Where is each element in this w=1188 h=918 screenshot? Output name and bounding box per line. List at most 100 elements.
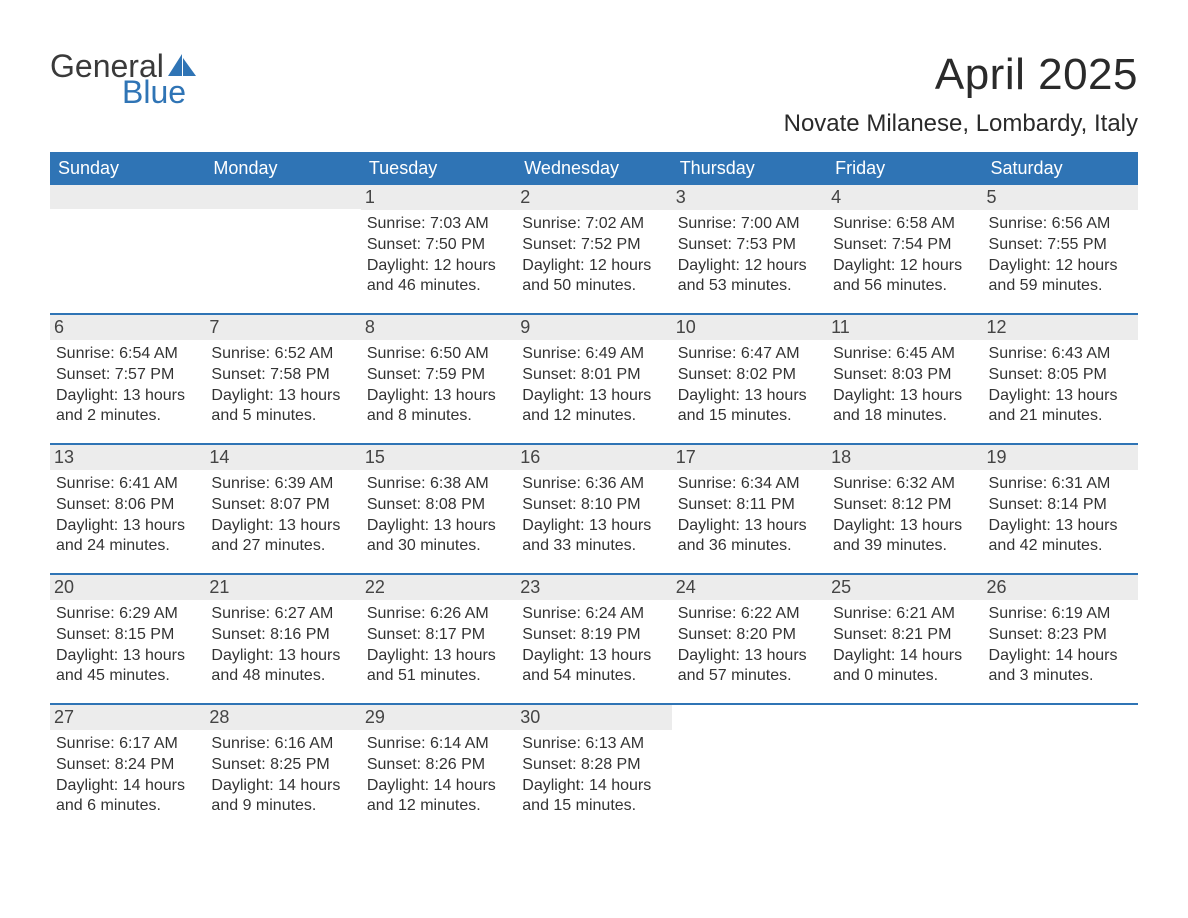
- day-number: 7: [205, 315, 360, 340]
- day-details: Sunrise: 6:58 AMSunset: 7:54 PMDaylight:…: [831, 214, 978, 297]
- sunrise-line: Sunrise: 6:19 AM: [989, 604, 1134, 625]
- daylight-line: Daylight: 13 hours and 57 minutes.: [678, 646, 823, 688]
- day-cell: 29 Sunrise: 6:14 AMSunset: 8:26 PMDayligh…: [361, 705, 516, 833]
- sunrise-line: Sunrise: 6:54 AM: [56, 344, 201, 365]
- day-details: Sunrise: 6:47 AMSunset: 8:02 PMDaylight:…: [676, 344, 823, 427]
- location-label: Novate Milanese, Lombardy, Italy: [784, 110, 1138, 138]
- daylight-line: Daylight: 13 hours and 21 minutes.: [989, 386, 1134, 428]
- day-cell: [983, 705, 1138, 833]
- sunrise-line: Sunrise: 7:02 AM: [522, 214, 667, 235]
- sunrise-line: Sunrise: 6:58 AM: [833, 214, 978, 235]
- day-details: Sunrise: 6:52 AMSunset: 7:58 PMDaylight:…: [209, 344, 356, 427]
- daylight-line: Daylight: 12 hours and 46 minutes.: [367, 256, 512, 298]
- day-cell: 28Sunrise: 6:16 AMSunset: 8:25 PMDayligh…: [205, 705, 360, 833]
- sunset-line: Sunset: 7:59 PM: [367, 365, 512, 386]
- sail-icon: [168, 54, 196, 76]
- sunset-line: Sunset: 8:02 PM: [678, 365, 823, 386]
- daylight-line: Daylight: 13 hours and 5 minutes.: [211, 386, 356, 428]
- daylight-line: Daylight: 12 hours and 53 minutes.: [678, 256, 823, 298]
- sunset-line: Sunset: 8:21 PM: [833, 625, 978, 646]
- day-cell: [50, 185, 205, 313]
- day-details: Sunrise: 7:02 AMSunset: 7:52 PMDaylight:…: [520, 214, 667, 297]
- day-header: Saturday: [983, 152, 1138, 185]
- daylight-line: Daylight: 13 hours and 2 minutes.: [56, 386, 201, 428]
- daylight-line: Daylight: 13 hours and 30 minutes.: [367, 516, 512, 558]
- week-row: 13Sunrise: 6:41 AMSunset: 8:06 PMDayligh…: [50, 443, 1138, 573]
- sunrise-line: Sunrise: 6:17 AM: [56, 734, 201, 755]
- day-details: Sunrise: 6:56 AMSunset: 7:55 PMDaylight:…: [987, 214, 1134, 297]
- day-number: 3: [672, 185, 827, 210]
- sunset-line: Sunset: 8:17 PM: [367, 625, 512, 646]
- day-cell: 23Sunrise: 6:24 AMSunset: 8:19 PMDayligh…: [516, 575, 671, 703]
- day-number: 9: [516, 315, 671, 340]
- sunrise-line: Sunrise: 6:22 AM: [678, 604, 823, 625]
- sunrise-line: Sunrise: 6:31 AM: [989, 474, 1134, 495]
- sunrise-line: Sunrise: 6:32 AM: [833, 474, 978, 495]
- sunrise-line: Sunrise: 6:43 AM: [989, 344, 1134, 365]
- day-details: Sunrise: 6:16 AMSunset: 8:25 PMDaylight:…: [209, 734, 356, 817]
- daylight-line: Daylight: 14 hours and 15 minutes.: [522, 776, 667, 818]
- sunrise-line: Sunrise: 6:34 AM: [678, 474, 823, 495]
- day-number: 4: [827, 185, 982, 210]
- day-cell: 22Sunrise: 6:26 AMSunset: 8:17 PMDayligh…: [361, 575, 516, 703]
- day-number: 16: [516, 445, 671, 470]
- weeks-container: 1Sunrise: 7:03 AMSunset: 7:50 PMDaylight…: [50, 185, 1138, 833]
- day-number: 30: [516, 705, 671, 730]
- sunrise-line: Sunrise: 6:29 AM: [56, 604, 201, 625]
- day-details: Sunrise: 6:49 AMSunset: 8:01 PMDaylight:…: [520, 344, 667, 427]
- day-header: Friday: [827, 152, 982, 185]
- sunset-line: Sunset: 7:54 PM: [833, 235, 978, 256]
- sunrise-line: Sunrise: 6:41 AM: [56, 474, 201, 495]
- day-details: Sunrise: 6:54 AMSunset: 7:57 PMDaylight:…: [54, 344, 201, 427]
- day-cell: 2 Sunrise: 7:02 AMSunset: 7:52 PMDaylight…: [516, 185, 671, 313]
- day-details: Sunrise: 6:32 AMSunset: 8:12 PMDaylight:…: [831, 474, 978, 557]
- sunrise-line: Sunrise: 6:27 AM: [211, 604, 356, 625]
- sunset-line: Sunset: 8:24 PM: [56, 755, 201, 776]
- day-details: Sunrise: 6:31 AMSunset: 8:14 PMDaylight:…: [987, 474, 1134, 557]
- day-number: 21: [205, 575, 360, 600]
- sunrise-line: Sunrise: 6:50 AM: [367, 344, 512, 365]
- sunset-line: Sunset: 8:10 PM: [522, 495, 667, 516]
- daylight-line: Daylight: 13 hours and 45 minutes.: [56, 646, 201, 688]
- day-cell: 14Sunrise: 6:39 AMSunset: 8:07 PMDayligh…: [205, 445, 360, 573]
- day-number: 22: [361, 575, 516, 600]
- sunset-line: Sunset: 8:20 PM: [678, 625, 823, 646]
- day-header-row: SundayMondayTuesdayWednesdayThursdayFrid…: [50, 152, 1138, 185]
- day-number: 25: [827, 575, 982, 600]
- sunset-line: Sunset: 8:26 PM: [367, 755, 512, 776]
- day-details: Sunrise: 6:27 AMSunset: 8:16 PMDaylight:…: [209, 604, 356, 687]
- daylight-line: Daylight: 13 hours and 8 minutes.: [367, 386, 512, 428]
- sunrise-line: Sunrise: 6:47 AM: [678, 344, 823, 365]
- sunset-line: Sunset: 8:28 PM: [522, 755, 667, 776]
- sunrise-line: Sunrise: 6:49 AM: [522, 344, 667, 365]
- week-row: 20Sunrise: 6:29 AMSunset: 8:15 PMDayligh…: [50, 573, 1138, 703]
- day-details: Sunrise: 6:50 AMSunset: 7:59 PMDaylight:…: [365, 344, 512, 427]
- sunrise-line: Sunrise: 6:16 AM: [211, 734, 356, 755]
- day-number: 10: [672, 315, 827, 340]
- sunset-line: Sunset: 8:16 PM: [211, 625, 356, 646]
- day-number: 11: [827, 315, 982, 340]
- daylight-line: Daylight: 13 hours and 33 minutes.: [522, 516, 667, 558]
- empty-day-bar: [205, 185, 360, 209]
- day-details: Sunrise: 6:17 AMSunset: 8:24 PMDaylight:…: [54, 734, 201, 817]
- sunrise-line: Sunrise: 7:00 AM: [678, 214, 823, 235]
- daylight-line: Daylight: 13 hours and 36 minutes.: [678, 516, 823, 558]
- sunset-line: Sunset: 8:14 PM: [989, 495, 1134, 516]
- day-header: Thursday: [672, 152, 827, 185]
- daylight-line: Daylight: 13 hours and 42 minutes.: [989, 516, 1134, 558]
- sunset-line: Sunset: 8:03 PM: [833, 365, 978, 386]
- daylight-line: Daylight: 13 hours and 39 minutes.: [833, 516, 978, 558]
- sunrise-line: Sunrise: 6:13 AM: [522, 734, 667, 755]
- calendar: SundayMondayTuesdayWednesdayThursdayFrid…: [50, 152, 1138, 833]
- sunset-line: Sunset: 8:05 PM: [989, 365, 1134, 386]
- day-cell: 10 Sunrise: 6:47 AMSunset: 8:02 PMDayligh…: [672, 315, 827, 443]
- day-number: 2: [516, 185, 671, 210]
- day-cell: 12Sunrise: 6:43 AMSunset: 8:05 PMDayligh…: [983, 315, 1138, 443]
- empty-day-bar: [50, 185, 205, 209]
- day-details: Sunrise: 6:22 AMSunset: 8:20 PMDaylight:…: [676, 604, 823, 687]
- day-cell: [205, 185, 360, 313]
- sunset-line: Sunset: 7:52 PM: [522, 235, 667, 256]
- day-details: Sunrise: 6:14 AMSunset: 8:26 PMDaylight:…: [365, 734, 512, 817]
- day-cell: [827, 705, 982, 833]
- day-number: 29: [361, 705, 516, 730]
